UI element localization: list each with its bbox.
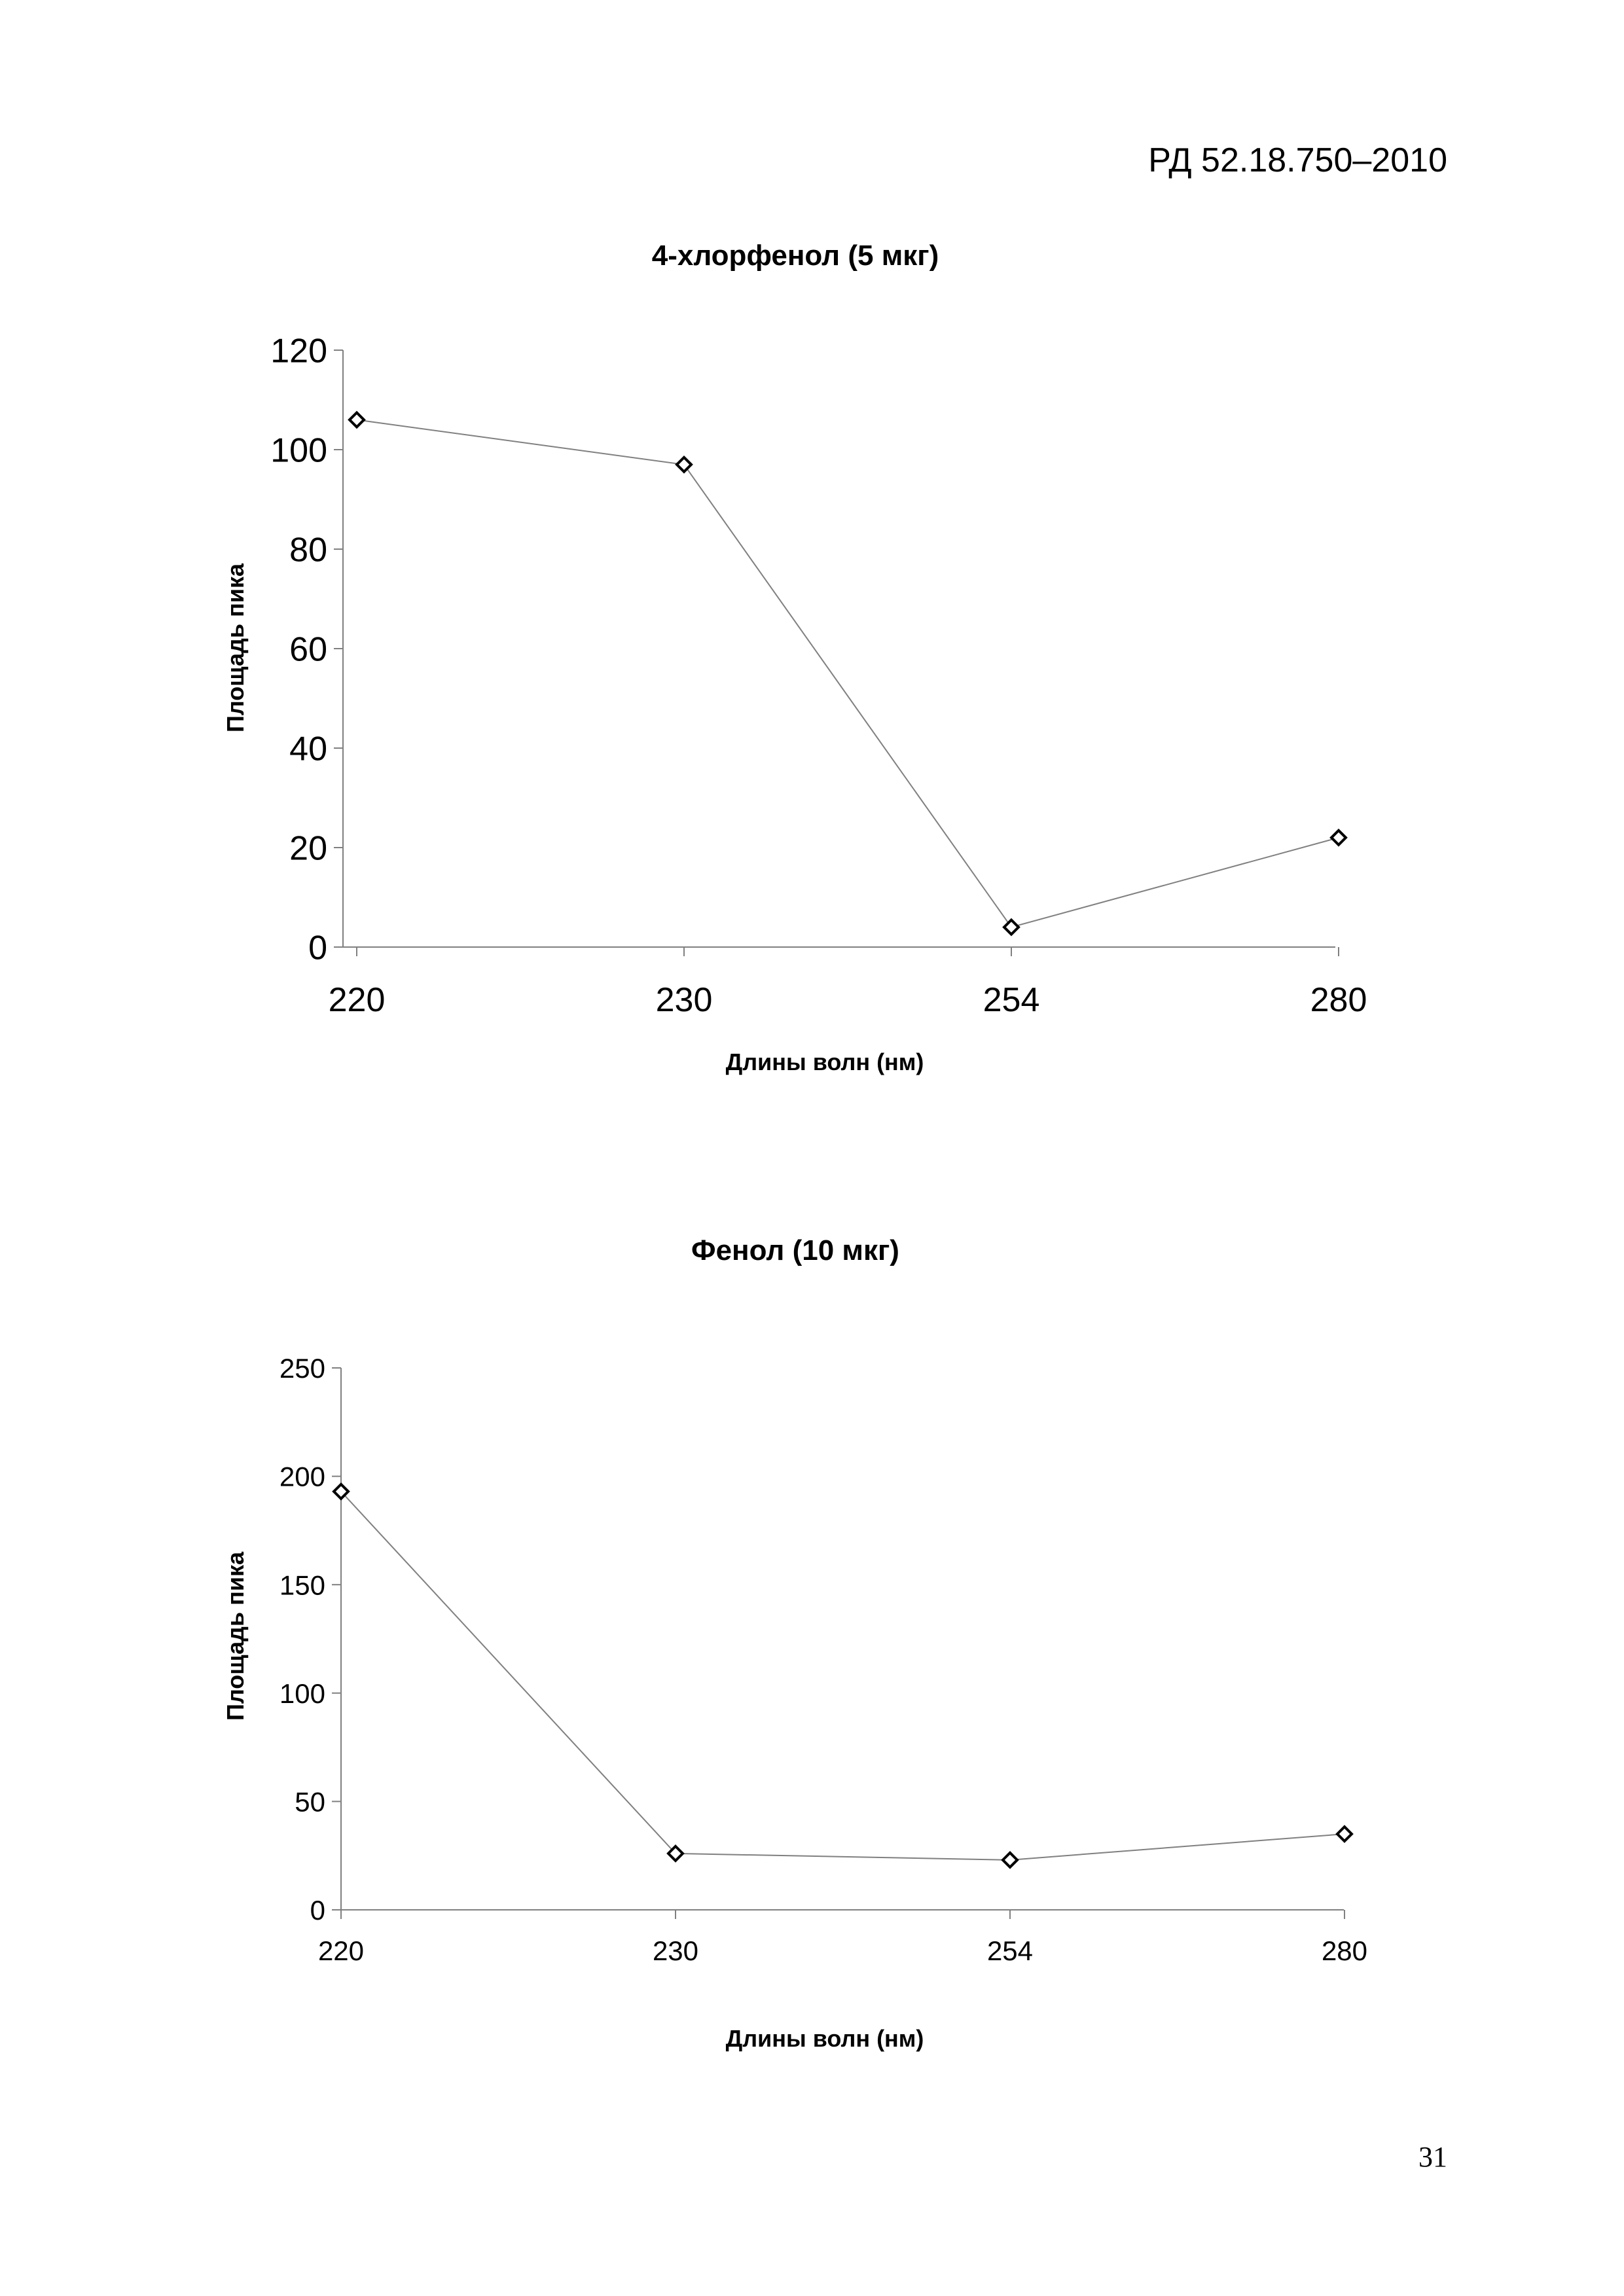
x-axis-label: Длины волн (нм) (726, 2025, 924, 2052)
x-tick-label: 220 (329, 981, 386, 1019)
data-point-marker (348, 410, 366, 429)
y-tick-label: 50 (295, 1787, 325, 1818)
y-tick-label: 100 (270, 432, 327, 470)
y-tick-label: 250 (280, 1353, 325, 1384)
y-tick-label: 200 (280, 1462, 325, 1492)
y-axis-label: Площадь пика (222, 1551, 249, 1721)
data-point-marker (666, 1844, 685, 1863)
y-axis-label: Площадь пика (222, 563, 249, 732)
x-tick-label: 280 (1322, 1935, 1367, 1966)
y-tick-label: 60 (289, 631, 327, 669)
x-axis-label: Длины волн (нм) (726, 1049, 924, 1075)
x-tick-label: 230 (653, 1935, 698, 1966)
data-point-marker (675, 455, 693, 474)
data-point-marker (332, 1482, 350, 1501)
y-tick-label: 0 (310, 1895, 325, 1926)
y-tick-label: 40 (289, 730, 327, 768)
x-tick-label: 220 (318, 1935, 364, 1966)
y-tick-label: 0 (308, 929, 327, 967)
chart-title: Фенол (10 мкг) (691, 1234, 899, 1266)
y-tick-label: 100 (280, 1678, 325, 1709)
chart-phenol: Фенол (10 мкг) Площадь пика Длины волн (… (222, 1234, 1367, 2052)
x-tick-label: 254 (983, 981, 1040, 1019)
plot-area: 0 50 100 150 200 250 220 230 254 280 (280, 1353, 1367, 1966)
x-tick-label: 254 (987, 1935, 1033, 1966)
y-tick-label: 150 (280, 1570, 325, 1600)
plot-area: 0 20 40 60 80 100 120 220 230 254 280 (270, 332, 1367, 1019)
data-point-marker (1329, 828, 1348, 847)
y-tick-label: 120 (270, 332, 327, 370)
chart-title: 4-хлорфенол (5 мкг) (652, 240, 939, 272)
y-tick-label: 20 (289, 830, 327, 868)
series-line (340, 1491, 1345, 1861)
page-number: 31 (1418, 2141, 1447, 2173)
document-code: РД 52.18.750–2010 (1148, 141, 1447, 179)
data-point-marker (1002, 918, 1020, 937)
data-point-marker (1001, 1850, 1019, 1869)
x-tick-label: 230 (656, 981, 713, 1019)
chart-4-chlorophenol: 4-хлорфенол (5 мкг) Площадь пика Длины в… (222, 240, 1367, 1075)
x-tick-label: 280 (1310, 981, 1367, 1019)
series-line (356, 419, 1339, 928)
y-tick-label: 80 (289, 531, 327, 569)
data-point-marker (1335, 1825, 1354, 1843)
